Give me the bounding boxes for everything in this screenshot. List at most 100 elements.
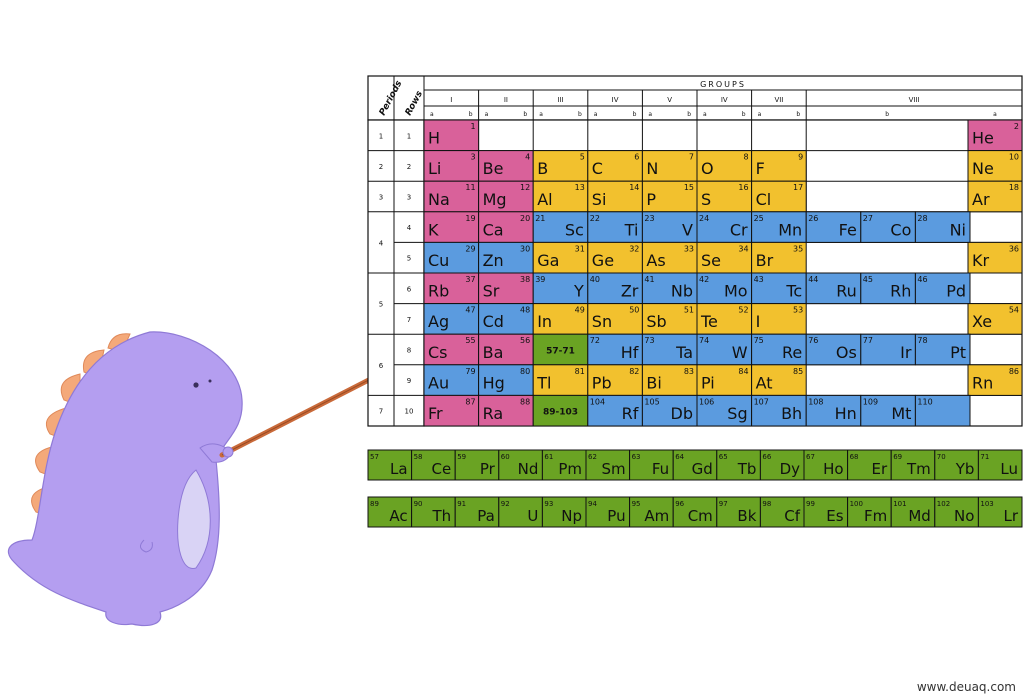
element-symbol: Bi [646,373,661,392]
element-symbol: Er [872,460,888,478]
element-cell-Cs: 55 Cs [423,333,480,366]
element-cell-Cu: 29 Cu [423,241,480,274]
element-number: 96 [675,500,684,508]
element-number: 104 [590,397,605,406]
element-symbol: Xe [972,312,992,331]
element-cell-bg [478,241,534,274]
group-label-1: I [450,96,452,104]
group-label-7: VII [774,96,783,104]
element-cell-Rn: 86 Rn [967,364,1023,396]
element-symbol: Lu [1000,460,1018,478]
element-cell-Zn: 30 Zn [478,241,534,274]
lanthanide-La: 57 La [367,449,413,481]
element-cell-bg [751,211,807,243]
element-number: 46 [917,275,927,284]
period-number: 2 [379,163,383,171]
element-number: 19 [465,214,475,223]
element-symbol: Zn [483,251,504,270]
element-cell-Xe: 54 Xe [967,303,1023,335]
element-cell-Sr: 38 Sr [478,272,534,305]
element-number: 25 [754,214,764,223]
element-symbol: Gd [692,460,713,478]
element-cell-bg [478,333,534,366]
element-number: 55 [465,336,475,345]
element-number: 30 [520,244,530,253]
subgroup-label: b [687,111,691,118]
element-cell-Ge: 32 Ge [587,241,643,274]
element-number: 57 [370,453,379,461]
element-number: 39 [535,275,545,284]
element-cell-bg [423,119,480,152]
element-cell-bg [478,272,534,305]
element-symbol: Ge [592,251,614,270]
element-number: 76 [808,336,818,345]
element-cell-bg [423,272,480,305]
element-cell-bg [914,394,971,427]
element-symbol: Ca [483,220,504,239]
row-number: 9 [407,377,411,385]
element-symbol: At [756,373,773,392]
element-cell-Ni: 28 Ni [914,211,971,243]
element-number: 83 [684,367,694,376]
element-number: 63 [632,453,641,461]
element-symbol: Cf [784,507,800,525]
element-cell-bg [423,211,480,243]
element-number: 69 [893,453,902,461]
actinide-Pu: 94 Pu [585,496,631,528]
element-cell-bg [716,496,761,528]
element-cell-Pb: 82 Pb [587,364,643,396]
element-cell-bg [454,449,500,481]
dino-belly [177,469,211,569]
element-cell-Ga: 31 Ga [532,241,589,274]
element-cell-bg [934,496,979,528]
lanthanide-Fu: 63 Fu [629,449,674,481]
element-symbol: No [954,507,974,525]
element-cell-Rb: 37 Rb [423,272,480,305]
element-number: 81 [575,367,585,376]
element-symbol: Mt [891,404,911,423]
lanthanide-Sm: 62 Sm [585,449,631,481]
element-symbol: Dy [780,460,801,478]
element-symbol: O [701,159,714,178]
element-number: 37 [465,275,475,284]
element-symbol: Hg [483,373,505,392]
element-symbol: Sg [727,404,747,423]
element-number: 52 [738,306,748,315]
element-symbol: I [756,312,761,331]
element-cell-bg [860,211,916,243]
element-cell-Pt: 78 Pt [914,333,971,366]
element-cell-bg [585,496,631,528]
element-number: 110 [917,397,932,406]
element-symbol: Nd [518,460,539,478]
element-number: 56 [520,336,530,345]
element-symbol: Rf [622,404,639,423]
element-number: 29 [465,244,475,253]
element-cell-Sn: 50 Sn [587,303,643,335]
group-label-6: IV [721,96,728,104]
actinide-Th: 90 Th [411,496,456,528]
element-number: 40 [590,275,600,284]
element-cell-bg [967,241,1023,274]
element-number: 9 [798,153,803,162]
group-label-8: VIII [909,96,920,104]
element-number: 49 [575,306,585,315]
period-number: 4 [379,239,384,247]
subgroup-label: a [594,111,598,118]
element-number: 107 [754,397,769,406]
element-symbol: Cs [428,343,448,362]
element-symbol: Au [428,373,449,392]
subgroup-label: b [633,111,637,118]
element-number: 100 [850,500,863,508]
element-number: 11 [465,183,475,192]
element-number: 89 [370,500,379,508]
element-symbol: Co [890,220,911,239]
element-cell-Db: 105 Db [641,394,698,427]
element-cell-bg [423,241,480,274]
element-cell-Ir: 77 Ir [860,333,916,366]
element-symbol: Ti [624,220,639,239]
period-number: 5 [379,301,383,309]
element-number: 87 [465,397,475,406]
element-cell-bg [696,150,753,182]
element-number: 67 [806,453,815,461]
